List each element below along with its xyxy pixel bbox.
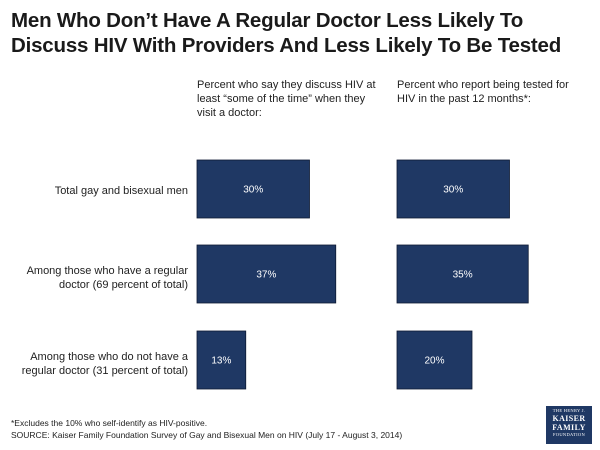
chart-title: Men Who Don’t Have A Regular Doctor Less…: [11, 9, 562, 57]
bar-label-panel1-row1: 30%: [243, 185, 263, 196]
bar-label-panel2-row3: 20%: [424, 356, 444, 367]
bar-label-panel1-row2: 37%: [256, 270, 276, 281]
logo-line-3: FAMILY: [552, 423, 586, 432]
category-label-total: Total gay and bisexual men: [54, 185, 188, 197]
panel-header-tested: Percent who report being tested for HIV …: [397, 79, 569, 105]
source-note: SOURCE: Kaiser Family Foundation Survey …: [11, 430, 403, 440]
kff-logo: THE HENRY J. KAISER FAMILY FOUNDATION: [546, 406, 592, 444]
logo-line-1: THE HENRY J.: [552, 408, 586, 413]
bar-label-panel1-row3: 13%: [211, 356, 231, 367]
category-label-no-regular-doctor: Among those who do not have a regular do…: [21, 351, 188, 377]
bar-label-panel2-row1: 30%: [443, 185, 463, 196]
panel-header-discuss: Percent who say they discuss HIV at leas…: [197, 79, 376, 119]
bar-panel1-row2: [196, 244, 337, 304]
bar-panel1-row1: [196, 159, 310, 219]
bar-label-panel2-row2: 35%: [453, 270, 473, 281]
bar-panel2-row2: [396, 244, 529, 304]
bar-panel1-row3: [196, 330, 247, 390]
bar-panel2-row3: [396, 330, 473, 390]
logo-line-2: KAISER: [552, 414, 586, 423]
category-label-regular-doctor: Among those who have a regular doctor (6…: [26, 265, 188, 291]
logo-line-4: FOUNDATION: [553, 432, 585, 437]
bar-panel2-row1: [396, 159, 510, 219]
footnote: *Excludes the 10% who self-identify as H…: [11, 418, 208, 428]
